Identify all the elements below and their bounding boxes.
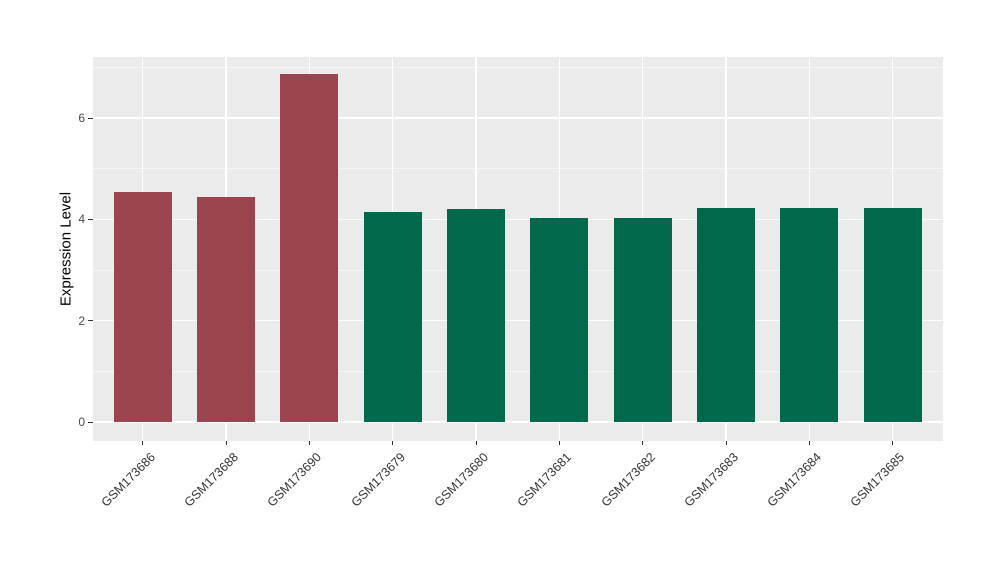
bar-GSM173690 <box>280 73 339 422</box>
gridline-minor-y <box>93 168 943 170</box>
x-tick-label-GSM173683: GSM173683 <box>681 450 741 510</box>
y-tick-mark <box>88 320 93 322</box>
x-tick-mark <box>142 441 144 445</box>
x-tick-label-GSM173681: GSM173681 <box>514 450 575 510</box>
x-tick-label-GSM173682: GSM173682 <box>598 450 658 510</box>
bar-GSM173683 <box>697 208 755 422</box>
x-tick-label-GSM173688: GSM173688 <box>181 450 241 510</box>
x-tick-mark <box>642 441 644 445</box>
x-tick-mark <box>558 441 560 445</box>
y-tick-label: 6 <box>78 111 85 126</box>
bar-GSM173680 <box>447 209 506 422</box>
bar-GSM173686 <box>113 191 172 422</box>
gridline-minor-y <box>93 269 943 271</box>
x-tick-label-GSM173690: GSM173690 <box>264 450 325 510</box>
gridline-major-y <box>93 319 943 322</box>
gridline-major-y <box>93 218 943 221</box>
x-tick-mark <box>225 441 227 445</box>
y-tick-mark <box>88 421 93 423</box>
bar-GSM173685 <box>863 208 922 422</box>
x-tick-label-GSM173685: GSM173685 <box>848 450 908 510</box>
gridline-minor-y <box>93 66 943 68</box>
x-tick-mark <box>808 441 810 445</box>
y-tick-mark <box>88 218 93 220</box>
bar-GSM173682 <box>613 218 672 422</box>
bar-GSM173688 <box>197 196 256 422</box>
plot-panel <box>93 57 943 441</box>
gridline-major-y <box>93 117 943 119</box>
x-tick-label-GSM173684: GSM173684 <box>764 450 825 510</box>
bar-GSM173681 <box>530 218 589 422</box>
x-tick-mark <box>392 441 394 445</box>
x-tick-label-GSM173686: GSM173686 <box>98 450 158 510</box>
x-tick-mark <box>892 441 894 445</box>
y-tick-label: 0 <box>78 415 85 429</box>
y-tick-label: 4 <box>78 212 85 227</box>
y-tick-label: 2 <box>78 313 85 328</box>
x-tick-label-GSM173679: GSM173679 <box>348 450 408 510</box>
bar-GSM173684 <box>780 208 839 422</box>
x-tick-label-GSM173680: GSM173680 <box>431 450 491 510</box>
gridline-major-y <box>93 421 943 423</box>
gridline-minor-y <box>93 370 943 372</box>
bar-GSM173679 <box>363 211 422 422</box>
x-tick-mark <box>308 441 310 445</box>
x-tick-mark <box>725 441 727 445</box>
x-tick-mark <box>475 441 477 445</box>
y-axis-title: Expression Level <box>57 191 75 307</box>
y-tick-mark <box>88 117 93 119</box>
